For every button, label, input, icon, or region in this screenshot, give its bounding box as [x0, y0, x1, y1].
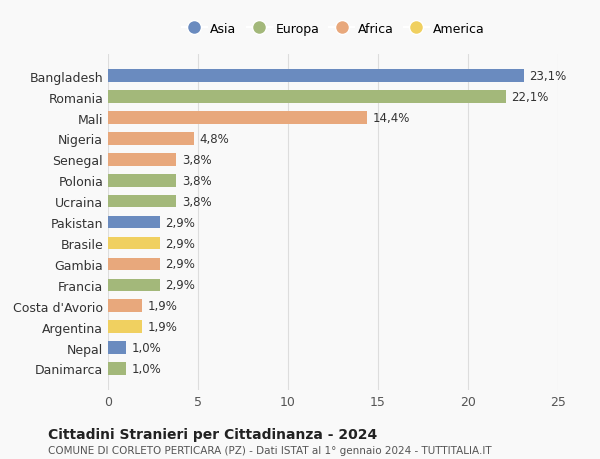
Bar [108, 216, 160, 229]
Text: 3,8%: 3,8% [182, 154, 211, 167]
Text: COMUNE DI CORLETO PERTICARA (PZ) - Dati ISTAT al 1° gennaio 2024 - TUTTITALIA.IT: COMUNE DI CORLETO PERTICARA (PZ) - Dati … [48, 445, 491, 455]
Text: 1,9%: 1,9% [148, 320, 178, 333]
Bar [108, 91, 506, 104]
Bar [108, 341, 126, 354]
Bar [108, 154, 176, 166]
Bar [108, 133, 194, 146]
Bar [108, 300, 142, 312]
Bar [108, 363, 126, 375]
Bar [108, 112, 367, 124]
Bar [108, 237, 160, 250]
Text: 2,9%: 2,9% [166, 279, 196, 291]
Text: 1,9%: 1,9% [148, 300, 178, 313]
Bar [108, 174, 176, 187]
Text: 14,4%: 14,4% [373, 112, 410, 125]
Text: Cittadini Stranieri per Cittadinanza - 2024: Cittadini Stranieri per Cittadinanza - 2… [48, 427, 377, 441]
Text: 1,0%: 1,0% [131, 362, 161, 375]
Bar [108, 321, 142, 333]
Text: 3,8%: 3,8% [182, 195, 211, 208]
Text: 23,1%: 23,1% [529, 70, 566, 83]
Text: 3,8%: 3,8% [182, 174, 211, 187]
Text: 2,9%: 2,9% [166, 237, 196, 250]
Text: 2,9%: 2,9% [166, 216, 196, 229]
Text: 22,1%: 22,1% [511, 91, 548, 104]
Bar [108, 258, 160, 271]
Bar [108, 279, 160, 291]
Text: 1,0%: 1,0% [131, 341, 161, 354]
Text: 4,8%: 4,8% [200, 133, 230, 146]
Legend: Asia, Europa, Africa, America: Asia, Europa, Africa, America [176, 18, 490, 41]
Text: 2,9%: 2,9% [166, 258, 196, 271]
Bar [108, 196, 176, 208]
Bar [108, 70, 524, 83]
